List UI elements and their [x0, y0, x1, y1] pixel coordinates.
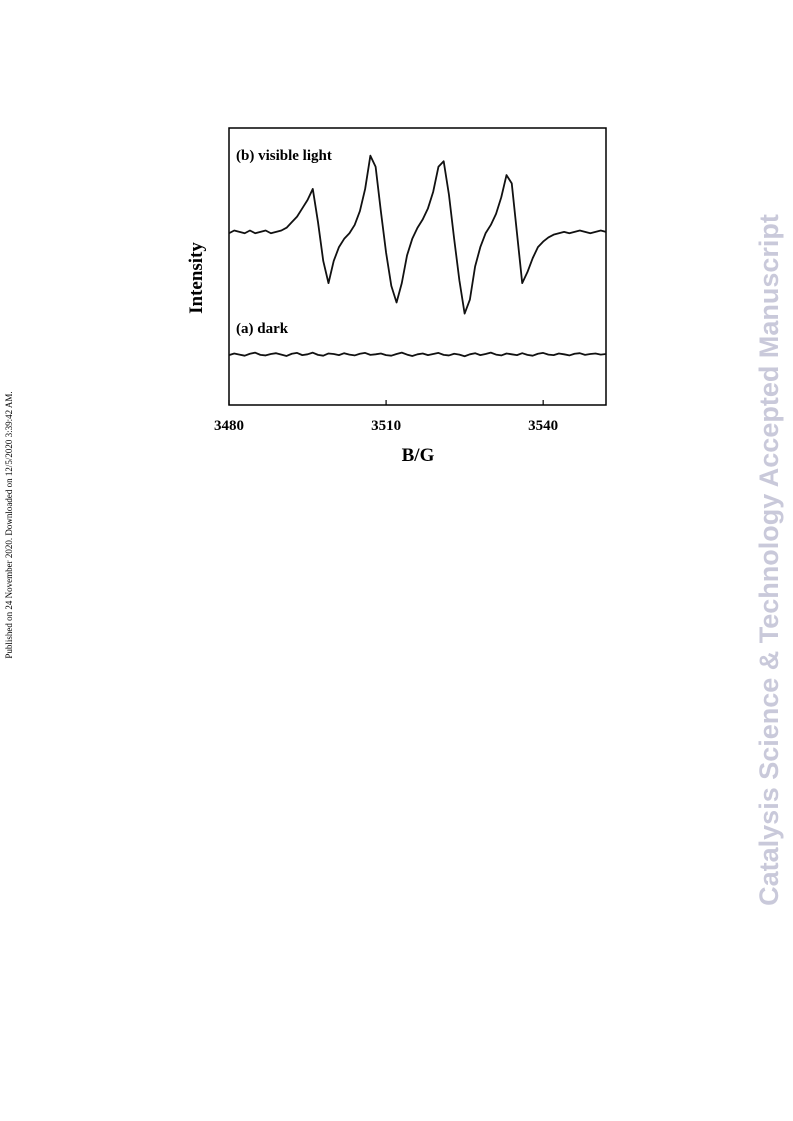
x-tick-label: 3540	[528, 418, 558, 434]
spectrum-line	[228, 154, 607, 315]
x-tick-label: 3510	[371, 418, 401, 434]
spectrum-line	[228, 351, 607, 358]
x-tick-label: 3480	[214, 418, 244, 434]
series-label: (b) visible light	[236, 148, 332, 164]
side-note: Published on 24 November 2020. Downloade…	[4, 391, 14, 658]
x-axis-label: B/G	[402, 445, 435, 466]
watermark: Catalysis Science & Technology Accepted …	[754, 214, 784, 906]
series-label: (a) dark	[236, 321, 289, 337]
plot-frame	[228, 127, 607, 406]
y-axis-label: Intensity	[186, 242, 207, 314]
